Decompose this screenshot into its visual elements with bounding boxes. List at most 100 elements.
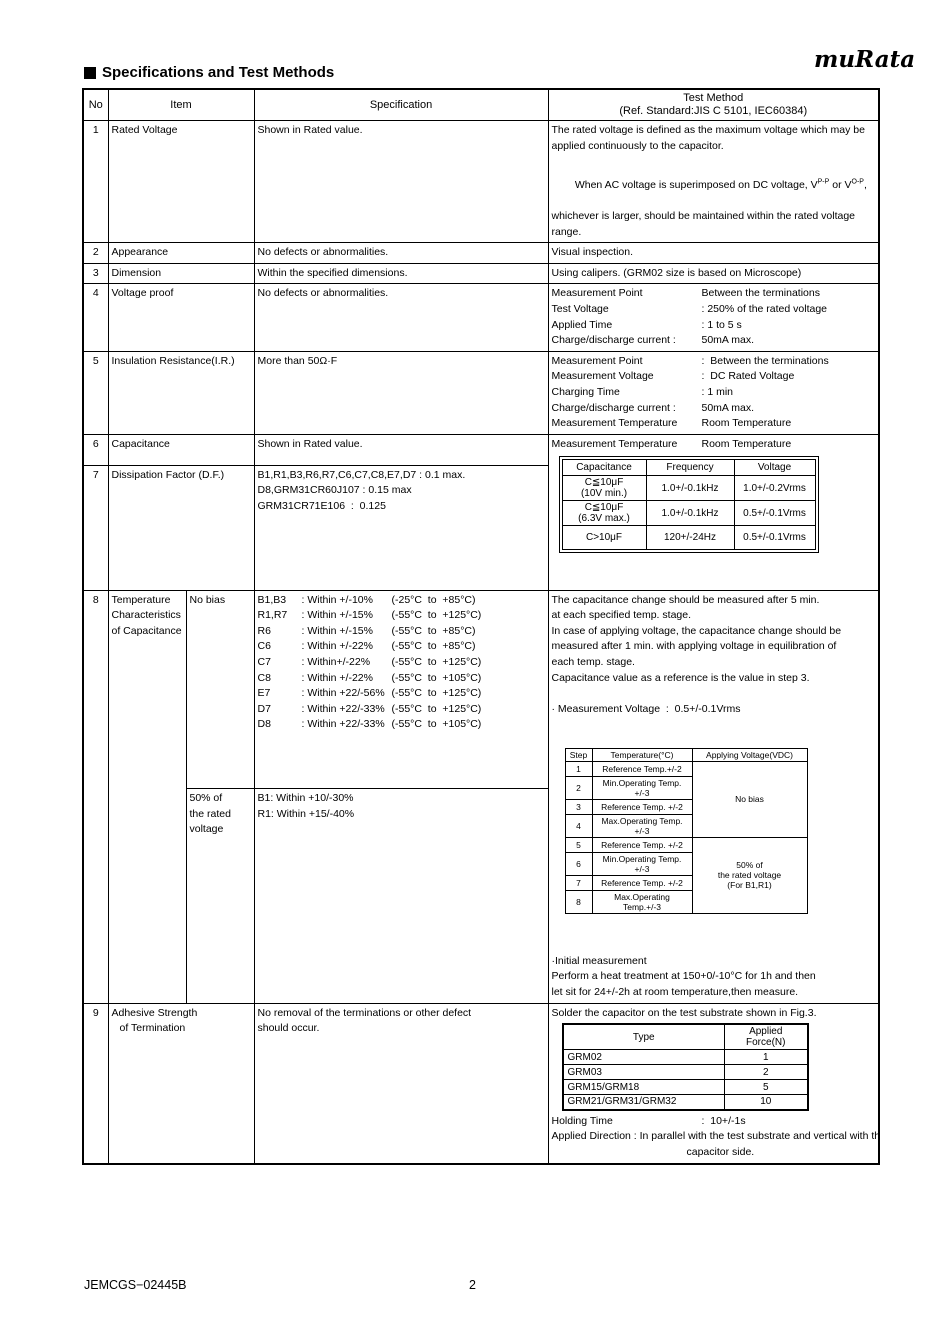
test-line: In case of applying voltage, the capacit…	[551, 624, 842, 637]
tc-range: (-55°C to +85°C)	[391, 640, 476, 653]
test-cell: Measurement Point Between the termination…	[547, 283, 880, 352]
test-label: Measurement Temperature	[551, 437, 678, 450]
condition-cell: 50% of the rated voltage	[185, 788, 255, 1004]
test-value: Room Temperature	[701, 437, 792, 450]
spec-cell: B1,R1,B3,R6,R7,C6,C7,C8,E7,D7 : 0.1 max.…	[253, 464, 549, 591]
condition-line: voltage	[189, 823, 224, 836]
tc-range: (-25°C to +85°C)	[391, 593, 476, 606]
tc-within: : Within+/-22%	[301, 656, 371, 669]
item-cell: Appearance	[107, 242, 255, 264]
superscript: P-P	[817, 178, 830, 186]
tc-range: (-55°C to +125°C)	[391, 656, 482, 669]
tc-code: E7	[257, 687, 271, 700]
table-row: 9 Adhesive Strength of Termination No re…	[82, 1002, 880, 1165]
spec-cell: No defects or abnormalities.	[253, 283, 549, 352]
tc-within: : Within +22/-33%	[301, 718, 385, 731]
tc-spec-row: D7: Within +22/-33% (-55°C to +125°C)	[258, 702, 545, 718]
force-value: 5	[724, 1079, 808, 1096]
test-line: The rated voltage is defined as the maxi…	[551, 124, 865, 136]
spec-cell: B1: Within +10/-30% R1: Within +15/-40%	[253, 788, 549, 1004]
test-cell: Measurement Temperature Room Temperature …	[547, 433, 880, 591]
table-row: 8 Temperature Characteristics of Capacit…	[82, 589, 880, 1004]
df-capacitance: C≦10μF (6.3V max.)	[561, 500, 647, 527]
table-row: 7 Dissipation Factor (D.F.) B1,R1,B3,R6,…	[82, 464, 879, 591]
test-pair: Measurement Point Between the termination…	[552, 286, 876, 302]
tc-code: C8	[257, 671, 271, 684]
step-voltage-group-line: the rated voltage	[717, 870, 782, 881]
test-line: Applied Direction : In parallel with the…	[551, 1130, 879, 1143]
step-row: 5 Reference Temp. +/-2 50% of the rated …	[564, 836, 808, 914]
step-no: 2	[564, 775, 593, 800]
test-label: Charge/discharge current :	[551, 334, 676, 347]
spec-line: No removal of the terminations or other …	[257, 1006, 472, 1019]
step-temp: Reference Temp.+/-2	[591, 760, 693, 777]
step-no: 8	[564, 889, 593, 914]
test-line: ·Initial measurement	[551, 954, 647, 967]
step-temp: Min.Operating Temp. +/-3	[591, 851, 693, 876]
df-voltage: 1.0+/-0.2Vrms	[733, 475, 816, 502]
spec-line: D8,GRM31CR60J107 : 0.15 max	[257, 484, 412, 497]
df-capacitance-line: C≦10μF	[584, 477, 624, 489]
spec-cell: Within the specified dimensions.	[253, 262, 549, 285]
test-line: let sit for 24+/-2h at room temperature,…	[551, 986, 799, 999]
col-header-item: Item	[107, 88, 255, 121]
step-temp: Reference Temp. +/-2	[591, 836, 693, 853]
step-temp: Max.Operating Temp. +/-3	[591, 813, 693, 838]
step-no: 6	[564, 851, 593, 876]
item-cell: Adhesive Strength of Termination	[107, 1002, 255, 1165]
test-line: Solder the capacitor on the test substra…	[551, 1006, 817, 1019]
test-label: Measurement Point	[551, 354, 643, 367]
test-pair: Measurement Point: Between the terminati…	[552, 354, 876, 370]
tc-code: C6	[257, 640, 271, 653]
tc-within: : Within +/-22%	[301, 671, 374, 684]
test-pair: Test Voltage: 250% of the rated voltage	[552, 302, 876, 318]
test-line-part: or V	[829, 178, 852, 191]
item-line: of Capacitance	[111, 624, 182, 637]
item-cell: Rated Voltage	[107, 119, 255, 244]
test-pair: Charging Time: 1 min	[552, 385, 876, 401]
row-no: 3	[82, 262, 109, 285]
condition-line: the rated	[189, 807, 231, 820]
tc-range: (-55°C to +85°C)	[391, 624, 476, 637]
item-line: of Termination	[119, 1022, 186, 1035]
page-number: 2	[469, 1278, 476, 1292]
test-value: : DC Rated Voltage	[701, 370, 795, 383]
item-cell: Dissipation Factor (D.F.)	[107, 464, 255, 591]
test-cell: The capacitance change should be measure…	[547, 589, 880, 1004]
applied-force-table: Type Applied Force(N) GRM02 1 GRM03 2 GRM1…	[561, 1023, 809, 1111]
test-label: Measurement Temperature	[551, 417, 678, 430]
item-cell: Capacitance	[107, 433, 255, 466]
test-label: Holding Time	[551, 1114, 613, 1127]
test-value: : 1 min	[701, 385, 734, 398]
step-voltage-group-line: 50% of	[736, 860, 763, 871]
test-cell: Visual inspection.	[547, 242, 880, 264]
step-row: 8 Max.Operating Temp.+/-3	[564, 889, 807, 914]
df-voltage: 0.5+/-0.1Vrms	[733, 525, 816, 551]
test-line: applied continuously to the capacitor.	[551, 139, 724, 152]
spec-cell: Shown in Rated value.	[253, 433, 549, 466]
table-row: 3 Dimension Within the specified dimensi…	[82, 262, 880, 285]
test-cell: Measurement Point: Between the terminati…	[547, 350, 880, 435]
condition-cell: No bias	[185, 589, 255, 790]
tc-within: : Within +/-10%	[301, 593, 374, 606]
test-pair: Measurement Temperature Room Temperature	[552, 416, 876, 432]
tc-code: C7	[257, 656, 271, 669]
condition-line: 50% of	[189, 792, 223, 805]
step-voltage-group: 50% of the rated voltage (For B1,R1)	[691, 836, 808, 914]
item-line: Adhesive Strength	[111, 1006, 198, 1019]
item-cell: Insulation Resistance(I.R.)	[107, 350, 255, 435]
col-header-spec: Specification	[253, 88, 549, 121]
step-temp: Min.Operating Temp. +/-3	[591, 775, 693, 800]
item-line: Characteristics	[111, 609, 181, 622]
test-line-part: ,	[863, 178, 867, 191]
df-voltage: 0.5+/-0.1Vrms	[733, 500, 816, 527]
tc-spec-row: C6: Within +/-22% (-55°C to +85°C)	[258, 639, 545, 655]
test-cell: The rated voltage is defined as the maxi…	[547, 119, 880, 244]
tc-range: (-55°C to +105°C)	[391, 718, 482, 731]
step-temp: Reference Temp. +/-2	[591, 798, 693, 815]
tc-code: D7	[257, 702, 271, 715]
initial-measurement-block: ·Initial measurement Perform a heat trea…	[552, 954, 876, 1001]
force-row: GRM21/GRM31/GRM32 10	[562, 1094, 808, 1111]
spec-table: No Item Specification Test Method (Ref. …	[82, 88, 880, 1165]
step-row: 1 Reference Temp.+/-2 No bias	[564, 760, 808, 838]
